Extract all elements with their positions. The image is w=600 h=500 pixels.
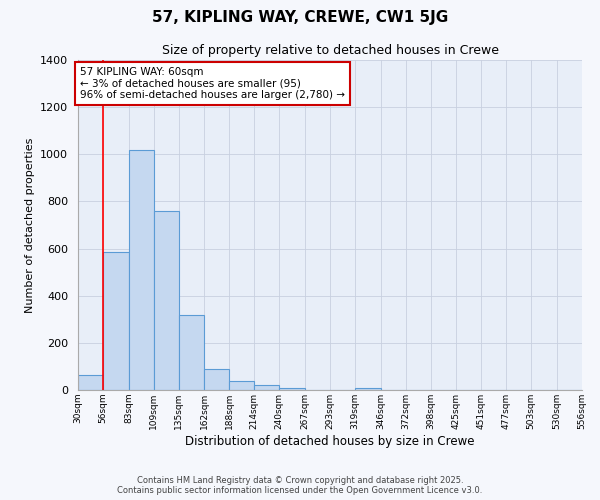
Y-axis label: Number of detached properties: Number of detached properties [25,138,35,312]
Bar [179,314,205,390]
Bar [279,388,305,390]
Text: 57, KIPLING WAY, CREWE, CW1 5JG: 57, KIPLING WAY, CREWE, CW1 5JG [152,10,448,25]
Bar [254,386,279,390]
Bar [78,374,103,390]
X-axis label: Distribution of detached houses by size in Crewe: Distribution of detached houses by size … [185,434,475,448]
Text: Contains HM Land Registry data © Crown copyright and database right 2025.
Contai: Contains HM Land Registry data © Crown c… [118,476,482,495]
Bar [229,380,254,390]
Bar [154,211,179,390]
Text: 57 KIPLING WAY: 60sqm
← 3% of detached houses are smaller (95)
96% of semi-detac: 57 KIPLING WAY: 60sqm ← 3% of detached h… [80,67,345,100]
Bar [129,150,154,390]
Title: Size of property relative to detached houses in Crewe: Size of property relative to detached ho… [161,44,499,58]
Bar [103,252,129,390]
Bar [205,369,229,390]
Bar [355,388,381,390]
